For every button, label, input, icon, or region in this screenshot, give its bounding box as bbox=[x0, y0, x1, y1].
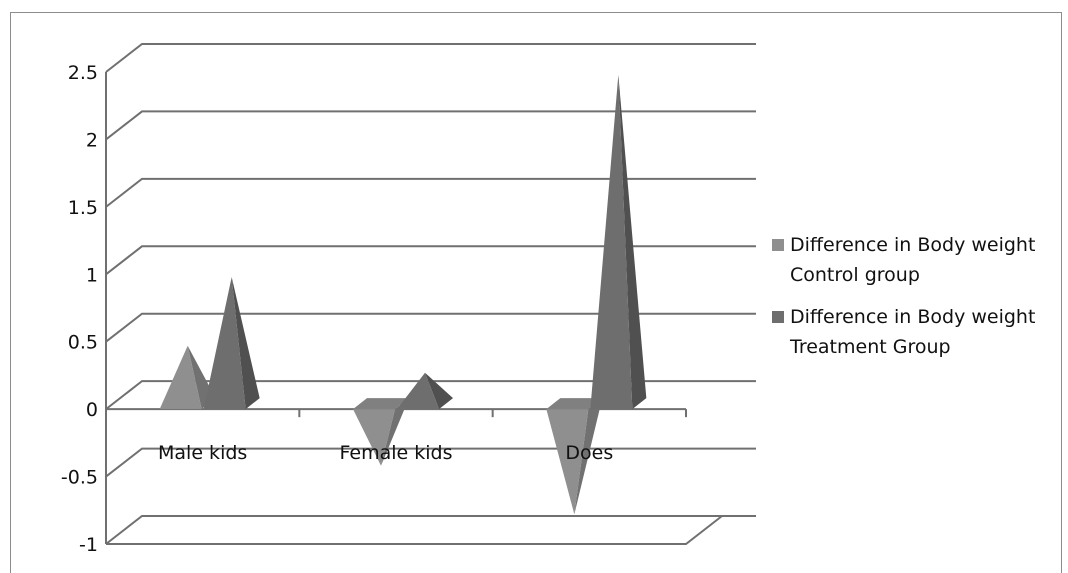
y-tick-label: -0.5 bbox=[61, 467, 98, 489]
gridline bbox=[105, 447, 756, 478]
legend-label-control-line2: Control group bbox=[790, 264, 920, 286]
legend-label-control-line1: Difference in Body weight bbox=[790, 234, 1036, 256]
gridline bbox=[105, 110, 756, 141]
floor-edge bbox=[106, 515, 723, 545]
legend-label-treatment-line2: Treatment Group bbox=[790, 336, 951, 358]
bar-treatment-2-side bbox=[618, 74, 647, 410]
gridline bbox=[105, 515, 756, 545]
bar-treatment-1 bbox=[397, 372, 439, 410]
legend-swatch-treatment bbox=[772, 311, 784, 323]
bar-control-2-side bbox=[574, 398, 603, 515]
legend-entry-treatment: Difference in Body weight Treatment Grou… bbox=[772, 302, 1062, 362]
x-category-label: Male kids bbox=[158, 442, 247, 464]
x-category-label: Female kids bbox=[340, 442, 453, 464]
bar-control-1-cap bbox=[353, 398, 409, 410]
y-tick-label: 2.5 bbox=[68, 62, 98, 84]
bar-treatment-1-side bbox=[425, 372, 453, 410]
legend-swatch-control bbox=[772, 239, 784, 251]
y-tick-label: 0.5 bbox=[68, 332, 98, 354]
gridline bbox=[105, 43, 756, 73]
bar-control-2-cap bbox=[546, 398, 603, 410]
bar-treatment-0 bbox=[203, 276, 246, 410]
y-tick-label: 0 bbox=[86, 399, 98, 421]
y-tick-label: -1 bbox=[79, 534, 98, 556]
bar-control-1 bbox=[353, 409, 395, 466]
bar-control-2 bbox=[546, 409, 589, 515]
gridline bbox=[105, 177, 756, 208]
gridline bbox=[105, 312, 756, 343]
chart-legend: Difference in Body weight Control group … bbox=[772, 230, 1062, 374]
y-tick-label: 1.5 bbox=[68, 197, 98, 219]
x-category-label: Does bbox=[565, 442, 613, 464]
chart-frame bbox=[10, 12, 1062, 573]
legend-entry-control: Difference in Body weight Control group bbox=[772, 230, 1062, 290]
bar-treatment-0-side bbox=[231, 276, 260, 410]
gridline bbox=[105, 380, 756, 410]
y-tick-label: 2 bbox=[86, 129, 98, 151]
legend-label-treatment-line1: Difference in Body weight bbox=[790, 306, 1036, 328]
bar-treatment-2 bbox=[590, 74, 633, 410]
gridline bbox=[105, 245, 756, 276]
y-tick-label: 1 bbox=[86, 264, 98, 286]
bar-control-0 bbox=[159, 345, 202, 410]
bar-control-1-side bbox=[381, 398, 409, 466]
